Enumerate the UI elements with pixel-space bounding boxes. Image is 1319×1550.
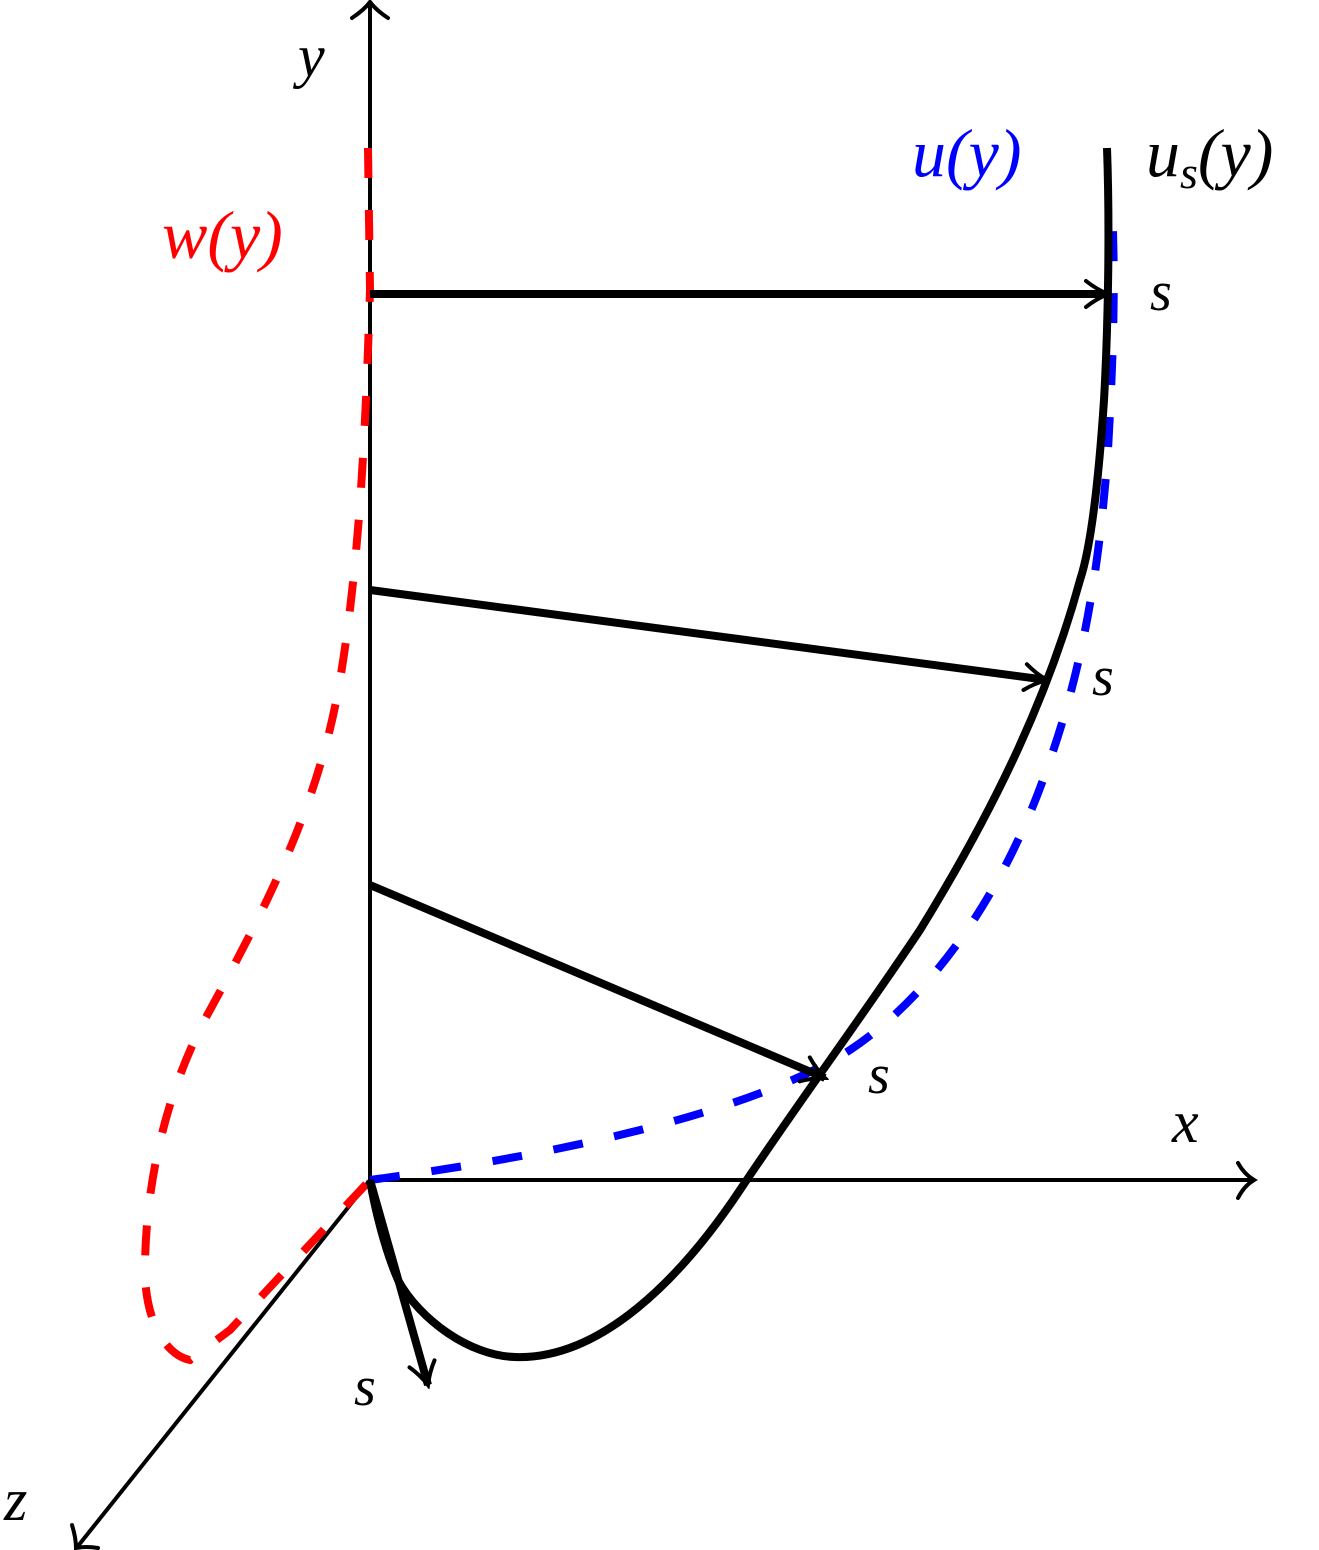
z-axis-label: z [3,1467,27,1533]
vector-upper-middle [369,586,1047,680]
vector-wall [366,1178,428,1385]
u-curve [369,229,1118,1184]
vector-lower-middle-label: s [868,1044,890,1106]
u-curve-label: u(y) [912,115,1021,191]
us-label-main: u [1146,115,1180,191]
vector-wall-label: s [354,1356,376,1418]
vector-top-label: s [1150,261,1172,323]
w-curve-label: w(y) [162,197,283,273]
vector-upper-middle-label: s [1092,646,1114,708]
us-curve [366,147,1113,1362]
z-axis [70,1178,372,1550]
y-axis-label: y [292,23,325,89]
vector-lower-middle [368,881,825,1078]
x-axis [370,1161,1258,1200]
us-label-sub: s [1180,147,1198,198]
x-axis-label: x [1171,1089,1199,1155]
w-curve [140,147,375,1365]
us-curve-label: us(y) [1146,115,1273,198]
us-label-rest: (y) [1198,115,1273,191]
